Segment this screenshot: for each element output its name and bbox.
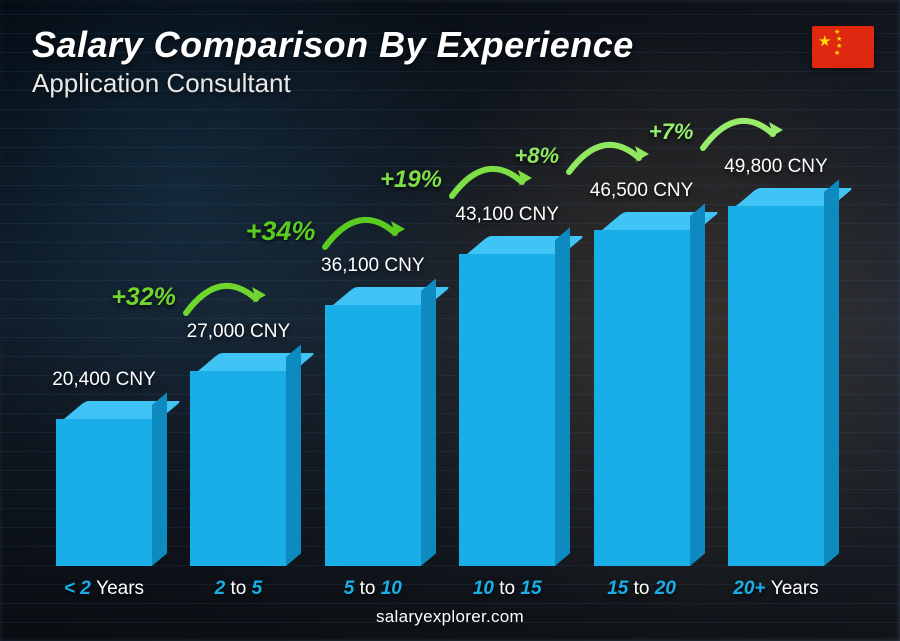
page-title: Salary Comparison By Experience	[32, 24, 800, 66]
delta-label: +32%	[111, 283, 176, 312]
bar-front	[325, 305, 421, 566]
bar-side	[286, 344, 301, 566]
bar-value-label: 27,000 CNY	[187, 321, 291, 343]
page-subtitle: Application Consultant	[32, 68, 800, 99]
arrow-icon	[697, 110, 785, 154]
bar-column: 20,400 CNY < 2 Years	[40, 369, 168, 566]
delta-badge: +7%	[649, 110, 786, 154]
bar-column: 43,100 CNY 10 to 15	[443, 204, 571, 566]
bar	[56, 401, 152, 566]
bar	[728, 188, 824, 566]
delta-badge: +34%	[246, 209, 408, 253]
bar-column: 49,800 CNY 20+ Years	[712, 156, 840, 566]
salary-bar-chart: 20,400 CNY < 2 Years 27,000 CNY 2 to 5 3…	[40, 130, 840, 566]
bar-side	[421, 278, 436, 566]
header: Salary Comparison By Experience Applicat…	[32, 24, 800, 99]
bar	[594, 212, 690, 566]
bar-category-label: 2 to 5	[215, 578, 263, 600]
delta-label: +19%	[380, 166, 442, 194]
bar-side	[824, 179, 839, 566]
arrow-icon	[563, 134, 651, 178]
bar-value-label: 43,100 CNY	[455, 204, 559, 226]
bar-value-label: 36,100 CNY	[321, 255, 425, 277]
bar	[459, 236, 555, 566]
bar-front	[56, 419, 152, 566]
bar	[190, 353, 286, 566]
star-icon: ★	[818, 32, 831, 50]
delta-badge: +8%	[514, 134, 651, 178]
delta-label: +7%	[649, 119, 694, 145]
arrow-icon	[319, 209, 407, 253]
bar-category-label: 20+ Years	[733, 578, 818, 600]
bar-side	[555, 227, 570, 566]
footer-attribution: salaryexplorer.com	[0, 607, 900, 627]
bar-front	[190, 371, 286, 566]
bar	[325, 287, 421, 566]
bar-column: 27,000 CNY 2 to 5	[174, 321, 302, 566]
bar-category-label: 5 to 10	[344, 578, 402, 600]
bar-column: 36,100 CNY 5 to 10	[309, 255, 437, 566]
delta-label: +8%	[514, 143, 559, 169]
bar-category-label: 10 to 15	[473, 578, 542, 600]
bar-side	[152, 392, 167, 566]
delta-badge: +19%	[380, 158, 534, 202]
bar-front	[594, 230, 690, 566]
star-icon: ★ ★ ★★	[834, 29, 842, 57]
bar-front	[459, 254, 555, 566]
delta-badge: +32%	[111, 275, 268, 319]
bar-column: 46,500 CNY 15 to 20	[578, 180, 706, 566]
bar-category-label: < 2 Years	[64, 578, 144, 600]
bar-value-label: 20,400 CNY	[52, 369, 156, 391]
delta-label: +34%	[246, 216, 316, 247]
bar-value-label: 49,800 CNY	[724, 156, 828, 178]
country-flag-china: ★ ★ ★ ★★	[812, 26, 874, 68]
arrow-icon	[180, 275, 268, 319]
bar-value-label: 46,500 CNY	[590, 180, 694, 202]
bar-front	[728, 206, 824, 566]
bar-side	[690, 203, 705, 566]
bar-category-label: 15 to 20	[607, 578, 676, 600]
